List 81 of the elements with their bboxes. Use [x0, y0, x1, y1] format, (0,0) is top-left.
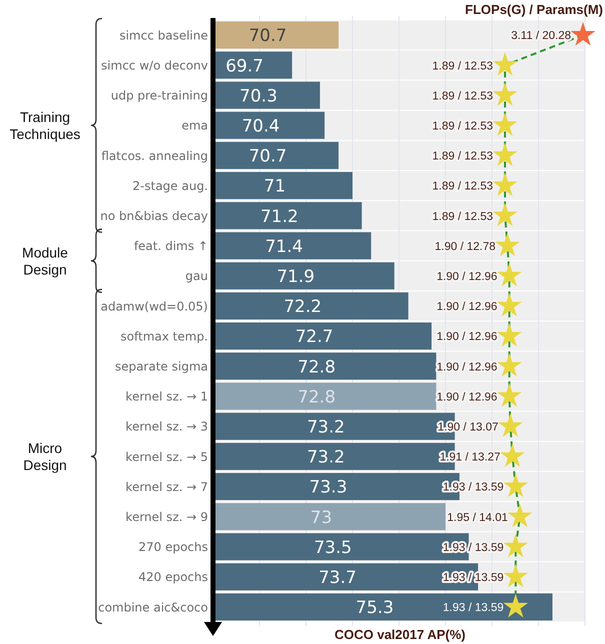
x-axis-title: COCO val2017 AP(%)	[334, 627, 466, 642]
data-label: 71.9	[276, 266, 315, 287]
data-label: 72.7	[295, 327, 334, 348]
point	[503, 564, 528, 588]
point	[503, 594, 528, 618]
data-label: 71.2	[260, 206, 298, 227]
data-label: 73.2	[306, 448, 345, 468]
y-tick-label: 2-stage aug.	[132, 178, 208, 193]
text: Micro Design	[23, 440, 67, 473]
data-label: 1.89 / 12.53	[432, 150, 493, 163]
data-label: 1.89 / 12.53	[432, 120, 493, 132]
data-label: 73.2	[306, 417, 345, 438]
y-tick-label: feat. dims ↑	[134, 239, 208, 254]
text: Module Design	[22, 244, 68, 278]
point	[492, 52, 518, 76]
data-label: 72.8	[298, 357, 336, 378]
y-tick-label: simcc w/o deconv	[101, 58, 208, 72]
point	[498, 413, 523, 437]
point	[492, 142, 518, 166]
data-label: 1.90 / 12.96	[436, 331, 498, 344]
data-label: 1.89 / 12.53	[432, 90, 493, 102]
data-label: 1.93 / 13.59	[442, 542, 504, 554]
y-tick-label: flatcos. annealing	[101, 148, 208, 163]
point	[570, 22, 596, 46]
y-tick-label: 270 epochs	[138, 540, 208, 554]
point	[496, 323, 522, 347]
point	[503, 474, 528, 498]
data-label: 70.7	[248, 26, 287, 46]
data-label: 70.7	[248, 146, 287, 167]
point	[496, 383, 522, 407]
data-label: 3.11 / 20.28	[511, 30, 571, 42]
point	[503, 534, 528, 558]
chart-title: FLOPs(G) / Params(M)	[465, 2, 603, 17]
y-tick-label: softmax temp.	[120, 329, 208, 344]
data-label: 73	[310, 508, 332, 528]
data-label: 73.3	[309, 478, 348, 498]
data-label: 1.89 / 12.53	[432, 60, 493, 72]
point	[492, 112, 518, 136]
y-tick-label: adamw(wd=0.05)	[100, 299, 208, 314]
y-tick-label: ema	[182, 118, 208, 133]
data-label: 73.5	[314, 538, 352, 558]
y-tick-label: kernel sz. → 1	[126, 390, 208, 404]
data-label: 1.90 / 12.96	[436, 270, 498, 283]
data-label: 1.90 / 12.96	[436, 361, 498, 374]
point	[495, 232, 520, 256]
point	[496, 262, 522, 286]
point	[492, 82, 518, 106]
point	[492, 202, 518, 226]
data-label: 73.7	[318, 568, 356, 588]
y-tick-label: kernel sz. → 3	[126, 420, 208, 434]
data-label: 1.90 / 12.96	[436, 301, 498, 314]
y-tick-label: gau	[185, 269, 208, 284]
y-tick-label: kernel sz. → 7	[126, 480, 208, 494]
data-label: 70.4	[242, 116, 280, 136]
data-label: 70.3	[240, 86, 278, 106]
data-label: 1.95 / 14.01	[447, 512, 508, 524]
y-tick-label: 420 epochs	[138, 570, 208, 584]
data-label: 1.90 / 12.78	[434, 240, 496, 253]
y-tick-label: no bn&bias decay	[100, 208, 208, 223]
y-tick-label: combine aic&coco	[98, 600, 208, 614]
point	[496, 353, 522, 377]
data-label: 72.8	[298, 387, 336, 408]
data-label: 71.4	[265, 236, 303, 257]
data-label: 72.2	[284, 297, 322, 318]
y-tick-label: kernel sz. → 5	[126, 450, 208, 464]
y-tick-label: separate sigma	[114, 359, 208, 374]
y-tick-label: udp pre-training	[110, 88, 208, 103]
y-tick-label: simcc baseline	[119, 28, 208, 42]
data-label: 1.89 / 12.53	[432, 180, 493, 193]
point	[500, 443, 525, 467]
y-tick-label: kernel sz. → 9	[126, 510, 208, 524]
point	[508, 504, 532, 528]
text: Training Techniques	[10, 108, 80, 142]
data-label: 1.90 / 12.96	[436, 391, 498, 404]
point	[496, 292, 522, 316]
data-label: 75.3	[356, 598, 394, 618]
data-label: 1.89 / 12.53	[432, 210, 493, 223]
data-label: 69.7	[226, 56, 264, 76]
data-label: 1.93 / 13.59	[442, 602, 504, 614]
data-label: 71	[264, 176, 286, 197]
point	[492, 172, 518, 196]
